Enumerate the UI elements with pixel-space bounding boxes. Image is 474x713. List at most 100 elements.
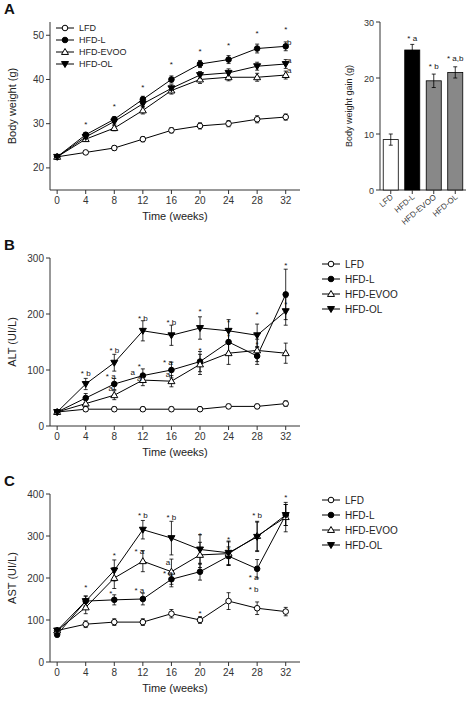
x-tick-label: 0	[54, 431, 60, 442]
x-tick	[85, 426, 86, 430]
x-tick-label: 12	[137, 667, 149, 678]
bar	[383, 140, 398, 190]
x-tick-label: 28	[252, 195, 264, 206]
x-tick-label: 32	[280, 667, 292, 678]
marker	[140, 619, 146, 625]
x-tick	[228, 662, 229, 666]
marker	[140, 136, 146, 142]
y-tick-label: 20	[33, 162, 45, 173]
marker	[226, 57, 232, 63]
error-bar	[453, 67, 457, 78]
y-tick	[46, 536, 50, 537]
marker	[111, 575, 118, 581]
x-tick-label: 32	[280, 431, 292, 442]
annotations: * b* b* aa* b*aa* b* aa********	[81, 261, 287, 393]
marker	[254, 46, 260, 52]
legend-label: HFD-L	[79, 35, 106, 45]
y-tick	[46, 578, 50, 579]
annotation: * b	[429, 62, 439, 71]
marker	[283, 401, 289, 407]
x-tick-label: 20	[194, 195, 206, 206]
error-bar	[227, 56, 231, 64]
x-tick	[57, 190, 58, 194]
legend-marker	[328, 276, 334, 282]
marker	[283, 114, 289, 120]
x-tick-label: 24	[223, 195, 235, 206]
x-tick-label: 8	[112, 667, 118, 678]
legend-marker	[328, 307, 335, 313]
y-tick-label: 100	[27, 615, 44, 626]
y-tick-label: 200	[27, 309, 44, 320]
error-bar	[112, 619, 116, 626]
x-tick-label: 8	[112, 195, 118, 206]
error-bar	[169, 128, 173, 133]
x-tick	[171, 190, 172, 194]
legend-label: HFD-EVOO	[345, 525, 398, 536]
marker	[139, 558, 146, 564]
y-tick	[376, 78, 380, 79]
legend-marker	[62, 49, 69, 55]
x-tick	[257, 190, 258, 194]
error-bar	[141, 619, 145, 626]
legend-label: HFD-OL	[345, 304, 383, 315]
x-axis	[50, 426, 300, 427]
x-tick	[228, 190, 229, 194]
y-tick-label: 50	[33, 30, 45, 41]
annotation: *	[84, 583, 87, 592]
series-line	[57, 64, 286, 157]
legend-label: HFD-L	[345, 274, 375, 285]
legend-label: LFD	[345, 495, 364, 506]
annotation: *	[284, 261, 287, 270]
y-tick-label: 0	[38, 657, 44, 668]
annotation: *	[256, 340, 259, 349]
annotation: b	[287, 38, 292, 47]
x-tick-label: 28	[252, 667, 264, 678]
series-line	[57, 350, 286, 412]
x-tick-label: 32	[280, 195, 292, 206]
x-tick	[285, 662, 286, 666]
annotation: *	[227, 535, 230, 544]
marker	[197, 406, 203, 412]
y-tick	[46, 35, 50, 36]
annotation: *	[284, 493, 287, 502]
marker	[54, 154, 60, 160]
error-bar	[84, 621, 88, 628]
x-tick-label: 12	[137, 195, 149, 206]
annotation: *	[84, 120, 87, 129]
legend-label: LFD	[345, 259, 364, 270]
marker	[83, 621, 89, 627]
error-bar	[284, 114, 288, 120]
x-tick	[433, 190, 434, 194]
marker	[226, 121, 232, 127]
x-tick-label: 28	[252, 431, 264, 442]
marker	[168, 86, 175, 92]
y-tick-label: 0	[38, 421, 44, 432]
annotation: * a	[163, 569, 173, 578]
annotations: ********baa	[84, 25, 292, 129]
x-tick-label: 24	[223, 431, 235, 442]
y-axis-label: Body weight gain (g)	[344, 65, 354, 147]
annotation: * a	[249, 573, 259, 582]
x-tick	[200, 190, 201, 194]
bar	[405, 50, 420, 190]
x-tick	[171, 662, 172, 666]
marker	[282, 309, 289, 315]
error-bar	[141, 407, 145, 411]
legend-marker	[328, 261, 334, 267]
legend-label: HFD-EVOO	[345, 289, 398, 300]
marks	[383, 44, 463, 190]
marker	[254, 605, 260, 611]
annotation: *	[256, 310, 259, 319]
error-bar	[112, 595, 116, 605]
marker	[283, 609, 289, 615]
series-line	[57, 311, 286, 412]
x-tick-label: 20	[194, 431, 206, 442]
x-tick-label: 16	[166, 431, 178, 442]
marker	[139, 328, 146, 334]
marker	[169, 128, 175, 134]
y-axis-label: Body weight (g)	[6, 68, 18, 144]
y-axis-label: ALT (UI/L)	[6, 317, 18, 367]
marker	[111, 406, 117, 412]
series-line	[57, 75, 286, 157]
annotation: * a	[134, 547, 144, 556]
